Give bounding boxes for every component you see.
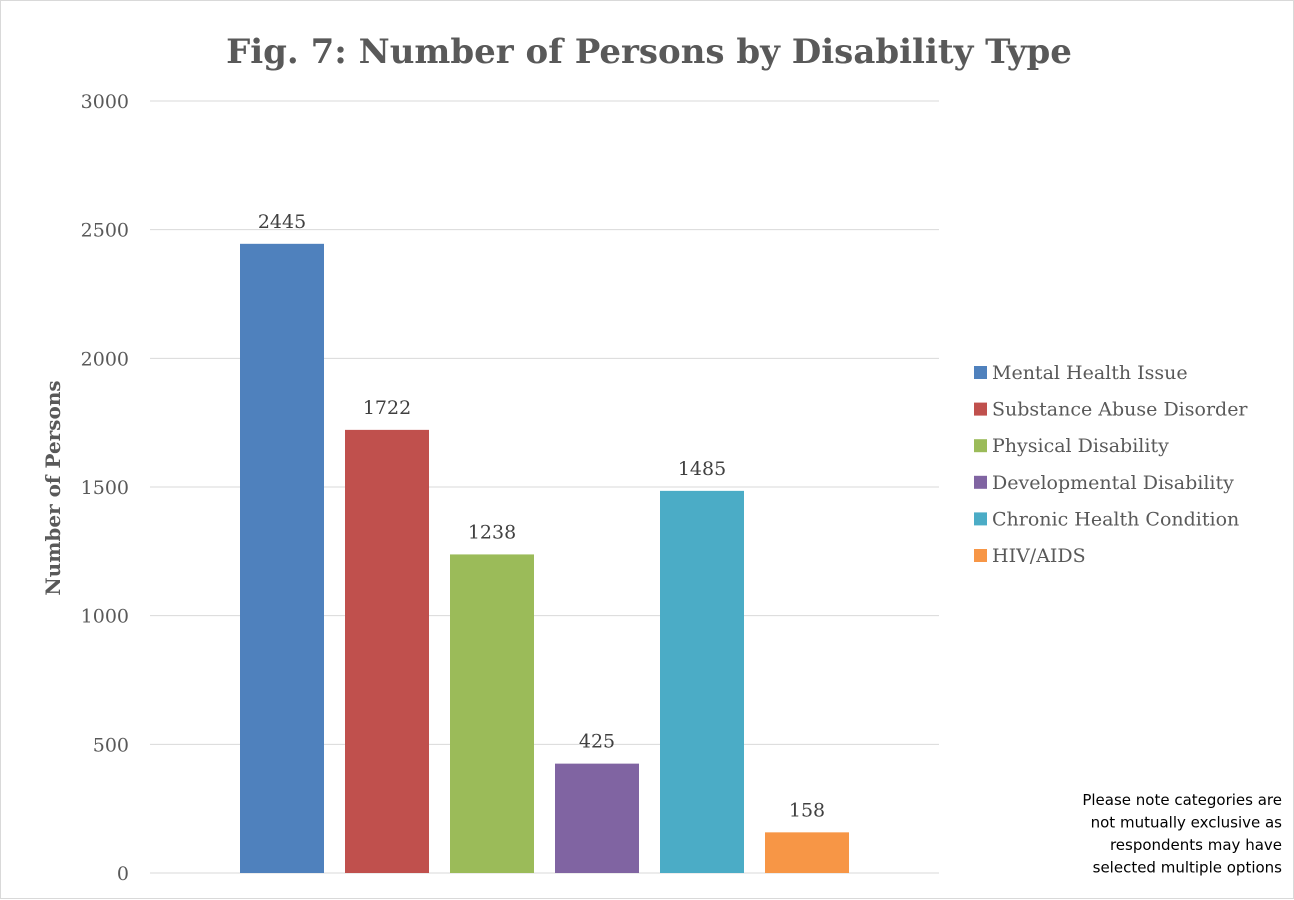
bar (345, 429, 429, 873)
legend-entry: Chronic Health Condition (992, 508, 1239, 530)
bar-value-label: 1722 (363, 397, 411, 419)
y-tick-label: 3000 (81, 91, 129, 113)
footnote-line: not mutually exclusive as (1091, 814, 1283, 832)
bar-value-label: 2445 (258, 211, 306, 233)
legend-swatch (974, 512, 987, 526)
y-tick-label: 2000 (81, 348, 129, 370)
bar-value-label: 425 (579, 731, 615, 753)
legend-entry: HIV/AIDS (992, 545, 1086, 567)
y-tick-label: 1000 (81, 606, 129, 628)
y-tick-label: 500 (93, 734, 129, 756)
bar (450, 554, 534, 873)
data-labels: 2445 1722 1238 425 1485 158 (258, 211, 825, 822)
legend: Mental Health Issue Substance Abuse Disor… (974, 362, 1248, 567)
bar (660, 490, 744, 873)
y-tick-label: 1500 (81, 477, 129, 499)
bar-value-label: 1238 (468, 521, 516, 543)
bars (240, 243, 849, 873)
y-tick-label: 0 (117, 863, 129, 885)
legend-swatch (974, 475, 987, 489)
y-axis-ticks: 0 500 1000 1500 2000 2500 3000 (81, 91, 129, 885)
bar-value-label: 1485 (678, 458, 726, 480)
y-axis-label: Number of Persons (41, 380, 65, 595)
footnote-line: respondents may have (1110, 836, 1282, 854)
legend-entry: Substance Abuse Disorder (992, 399, 1248, 421)
legend-entry: Physical Disability (992, 435, 1169, 457)
footnote-line: selected multiple options (1093, 859, 1283, 877)
bar (765, 832, 849, 873)
legend-swatch (974, 549, 987, 562)
bar (555, 763, 639, 873)
legend-swatch (974, 402, 987, 416)
y-tick-label: 2500 (81, 220, 129, 242)
bar-value-label: 158 (789, 799, 825, 821)
chart-title: Fig. 7: Number of Persons by Disability … (226, 32, 1072, 72)
footnote-line: Please note categories are (1082, 791, 1282, 809)
legend-entry: Developmental Disability (992, 472, 1234, 494)
bar (240, 243, 324, 873)
legend-swatch (974, 366, 987, 379)
footnote: Please note categories are not mutually e… (1082, 791, 1282, 877)
legend-swatch (974, 439, 987, 453)
legend-entry: Mental Health Issue (992, 362, 1188, 384)
